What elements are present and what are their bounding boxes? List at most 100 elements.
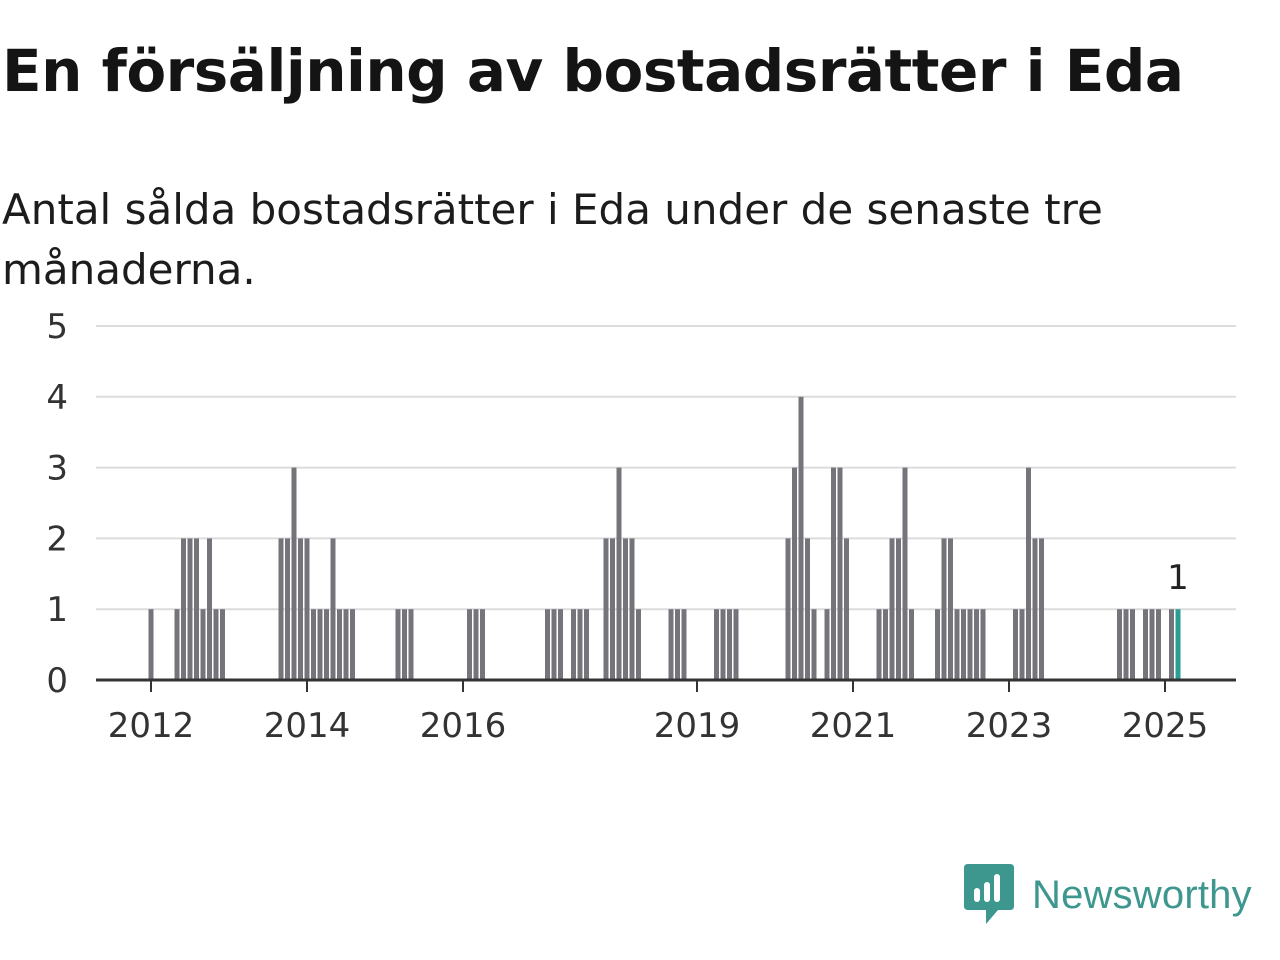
- bar: [1123, 609, 1129, 680]
- bar: [577, 609, 583, 680]
- bar: [304, 538, 310, 680]
- bar: [876, 609, 882, 680]
- bar: [733, 609, 739, 680]
- bar-chart: 0 1 2 3 4 5 2012 2014 2016 2019 2021 2023 2025 1: [46, 307, 1236, 746]
- bar: [1032, 538, 1038, 680]
- x-axis: 2012 2014 2016 2019 2021 2023 2025: [108, 680, 1209, 746]
- bar: [831, 467, 836, 680]
- x-tick-label: 2025: [1122, 706, 1209, 746]
- bar: [837, 467, 843, 680]
- y-tick-label: 2: [46, 519, 68, 559]
- bar: [174, 609, 180, 680]
- brand-logo: Newsworthy: [964, 864, 1252, 926]
- bar: [798, 396, 804, 680]
- bar: [207, 538, 212, 680]
- y-axis-tick-labels: 0 1 2 3 4 5: [46, 307, 68, 701]
- bar: [1039, 538, 1044, 680]
- bar: [883, 609, 888, 680]
- bar: [1019, 609, 1025, 680]
- bar: [473, 609, 479, 680]
- bar: [311, 609, 316, 680]
- bar: [844, 538, 849, 680]
- bar: [1169, 609, 1174, 680]
- bar: [402, 609, 407, 680]
- x-tick-label: 2021: [810, 706, 897, 746]
- bar: [181, 538, 186, 680]
- bar: [610, 538, 615, 680]
- bar: [967, 609, 973, 680]
- bar: [902, 467, 908, 680]
- bar: [792, 467, 797, 680]
- bar: [194, 538, 199, 680]
- bar: [291, 467, 297, 680]
- x-tick-label: 2019: [654, 706, 741, 746]
- bar: [954, 609, 960, 680]
- bar: [584, 609, 589, 680]
- bar: [213, 609, 219, 680]
- bar: [974, 609, 979, 680]
- y-tick-label: 3: [46, 449, 68, 489]
- bar: [727, 609, 732, 680]
- bar: [317, 609, 323, 680]
- bar: [675, 609, 680, 680]
- bar: [616, 467, 622, 680]
- bar: [200, 609, 206, 680]
- bar: [330, 538, 336, 680]
- y-tick-label: 5: [46, 307, 68, 347]
- bar: [948, 538, 953, 680]
- y-tick-label: 4: [46, 378, 68, 418]
- bar: [714, 609, 719, 680]
- x-tick-label: 2014: [264, 706, 351, 746]
- bar: [324, 609, 329, 680]
- bar: [285, 538, 290, 680]
- last-bar-annotation: 1: [1167, 558, 1189, 598]
- bar: [408, 609, 414, 680]
- bar: [1156, 609, 1161, 680]
- bar: [636, 609, 641, 680]
- bar: [668, 609, 674, 680]
- bar: [337, 609, 342, 680]
- x-tick-label: 2016: [420, 706, 507, 746]
- bar: [278, 538, 284, 680]
- bar: [811, 609, 817, 680]
- bar: [720, 609, 726, 680]
- bar: [187, 538, 193, 680]
- bar: [603, 538, 609, 680]
- bar: [629, 538, 635, 680]
- bar: [935, 609, 940, 680]
- y-tick-label: 0: [46, 661, 68, 701]
- bar: [551, 609, 557, 680]
- bar: [395, 609, 401, 680]
- bar: [1130, 609, 1135, 680]
- x-tick-label: 2023: [966, 706, 1053, 746]
- gridlines: [96, 325, 1236, 611]
- bar: [220, 609, 225, 680]
- bar: [1143, 609, 1148, 680]
- chart-title: En försäljning av bostadsrätter i Eda: [2, 37, 1184, 105]
- bar: [961, 609, 966, 680]
- newsworthy-logo-icon: [964, 864, 1014, 924]
- chart-subtitle: Antal sålda bostadsrätter i Eda under de…: [2, 185, 1103, 294]
- bar: [480, 609, 485, 680]
- bar: [785, 538, 791, 680]
- bar: [298, 538, 303, 680]
- bar: [343, 609, 349, 680]
- y-tick-label: 1: [46, 590, 68, 630]
- bar: [909, 609, 914, 680]
- bar: [941, 538, 947, 680]
- bar: [1117, 609, 1122, 680]
- bar: [350, 609, 355, 680]
- bar: [467, 609, 472, 680]
- brand-name: Newsworthy: [1032, 872, 1252, 917]
- bar: [558, 609, 563, 680]
- bars: [148, 396, 1181, 680]
- bar: [889, 538, 895, 680]
- bar: [571, 609, 576, 680]
- bar: [545, 609, 550, 680]
- bar: [681, 609, 687, 680]
- bar: [805, 538, 810, 680]
- bar: [623, 538, 628, 680]
- bar: [1013, 609, 1018, 680]
- x-tick-label: 2012: [108, 706, 195, 746]
- bar-highlighted: [1175, 609, 1181, 680]
